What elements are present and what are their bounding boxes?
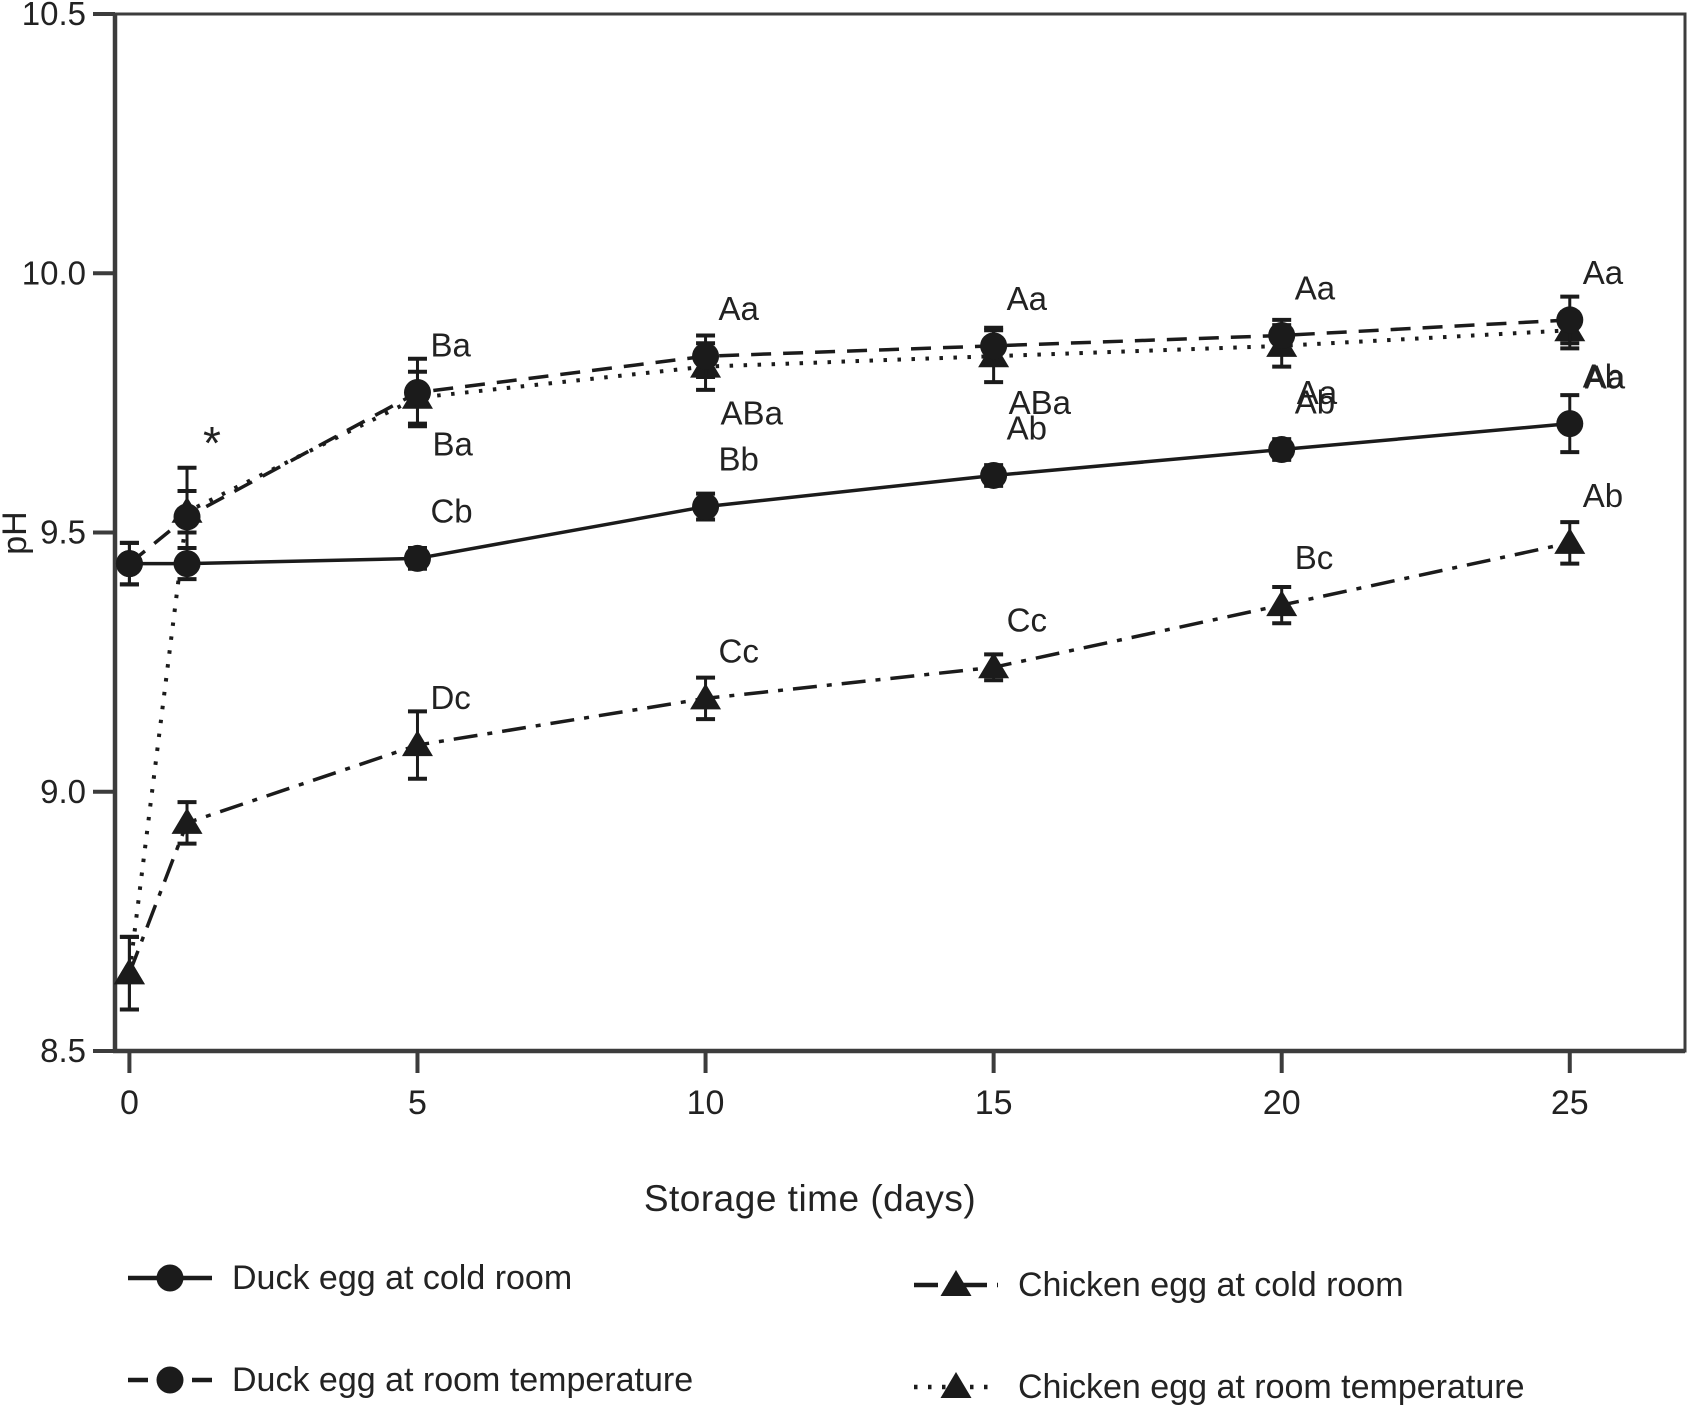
series-chicken-egg-at-cold-room: Dc Cc Cc Bc Ab: [113, 477, 1623, 1012]
x-axis: 0 5 10 15 20 25: [120, 1051, 1589, 1122]
y-tick-label: 8.5: [40, 1032, 86, 1069]
x-tick-label: 20: [1263, 1084, 1301, 1122]
legend-label: Duck egg at room temperature: [232, 1360, 694, 1399]
point-label: Dc: [430, 679, 470, 716]
series-line: [127, 328, 1570, 974]
point-label: Aa: [1295, 269, 1336, 306]
legend-item-chicken-egg-room-temperature: Chicken egg at room temperature: [912, 1365, 1524, 1409]
x-tick-label: 25: [1551, 1084, 1589, 1122]
data-point-circle: [692, 342, 720, 370]
data-point-circle: [403, 544, 431, 572]
x-tick-label: 5: [408, 1084, 427, 1122]
data-point-triangle: [978, 652, 1010, 679]
data-point-triangle: [940, 1270, 972, 1296]
legend-label: Chicken egg at cold room: [1018, 1265, 1404, 1304]
point-label: Aa: [1297, 374, 1338, 411]
y-axis-title: pH: [0, 511, 34, 554]
data-point-triangle: [113, 958, 145, 985]
x-axis-title: Storage time (days): [643, 1178, 977, 1219]
series-duck-egg-at-room-temperature: * Ba Aa Aa Aa Aa: [115, 254, 1624, 587]
point-label: ABa: [1009, 384, 1072, 421]
point-label: Bb: [719, 441, 759, 478]
data-point-circle: [1556, 410, 1584, 438]
y-tick-label: 10.0: [22, 254, 86, 291]
legend-item-chicken-egg-cold-room: Chicken egg at cold room: [912, 1263, 1404, 1307]
legend-item-duck-egg-cold-room: Duck egg at cold room: [126, 1256, 572, 1300]
data-point-circle: [1268, 436, 1296, 464]
data-point-circle: [173, 503, 201, 531]
series-line: [129, 421, 1570, 566]
y-tick-label: 9.0: [40, 773, 86, 810]
plot-frame: [113, 12, 1687, 1053]
legend-marker-duck-egg-room-temperature: [128, 1366, 212, 1394]
point-label: Cb: [430, 492, 472, 529]
data-point-circle: [173, 550, 201, 578]
legend-marker-duck-egg-cold-room: [128, 1264, 212, 1292]
series-duck-egg-at-cold-room: Cb Bb Ab Ab Ab: [115, 358, 1623, 587]
point-label: Ab: [1007, 409, 1047, 446]
point-label: Aa: [1007, 280, 1048, 317]
legend-item-duck-egg-room-temperature: Duck egg at room temperature: [126, 1358, 693, 1402]
legend-label: Chicken egg at room temperature: [1018, 1367, 1525, 1406]
data-point-triangle: [171, 807, 203, 834]
point-label: Ba: [430, 327, 471, 364]
point-label: Aa: [1585, 358, 1626, 395]
point-label: Ab: [1295, 384, 1335, 421]
point-label: *: [203, 417, 221, 469]
y-tick-label: 10.5: [22, 0, 86, 32]
data-point-circle: [1556, 306, 1584, 334]
point-label: Aa: [1583, 254, 1624, 291]
legend-marker-chicken-egg-cold-room: [914, 1270, 998, 1296]
data-point-circle: [980, 461, 1008, 489]
data-point-circle: [156, 1264, 184, 1292]
data-point-triangle: [1554, 527, 1586, 554]
point-label: Ba: [432, 426, 473, 463]
data-point-circle: [1268, 321, 1296, 349]
data-point-circle: [115, 550, 143, 578]
x-tick-label: 10: [687, 1084, 725, 1122]
point-label: Cc: [719, 632, 759, 669]
x-tick-label: 0: [120, 1084, 139, 1122]
point-label: Ab: [1583, 477, 1623, 514]
data-point-circle: [403, 379, 431, 407]
data-point-circle: [980, 332, 1008, 360]
data-point-triangle: [690, 683, 722, 710]
y-axis: 8.5 9.0 9.5 10.0 10.5 pH: [0, 0, 115, 1069]
legend-label: Duck egg at cold room: [232, 1258, 573, 1297]
series-line: [127, 541, 1571, 974]
point-label: Ab: [1583, 358, 1623, 395]
point-label: Aa: [719, 290, 760, 327]
data-point-circle: [156, 1366, 184, 1394]
point-label: ABa: [721, 395, 784, 432]
legend-marker-chicken-egg-room-temperature: [914, 1372, 998, 1398]
data-point-triangle: [940, 1372, 972, 1398]
data-point-triangle: [1266, 590, 1298, 617]
data-point-triangle: [401, 730, 433, 757]
point-label: Cc: [1007, 601, 1047, 638]
x-tick-label: 15: [975, 1084, 1013, 1122]
y-tick-label: 9.5: [40, 514, 86, 551]
data-point-circle: [692, 493, 720, 521]
series-chicken-egg-at-room-temperature: Ba ABa ABa Aa Aa: [113, 310, 1626, 1012]
point-label: Bc: [1295, 539, 1334, 576]
